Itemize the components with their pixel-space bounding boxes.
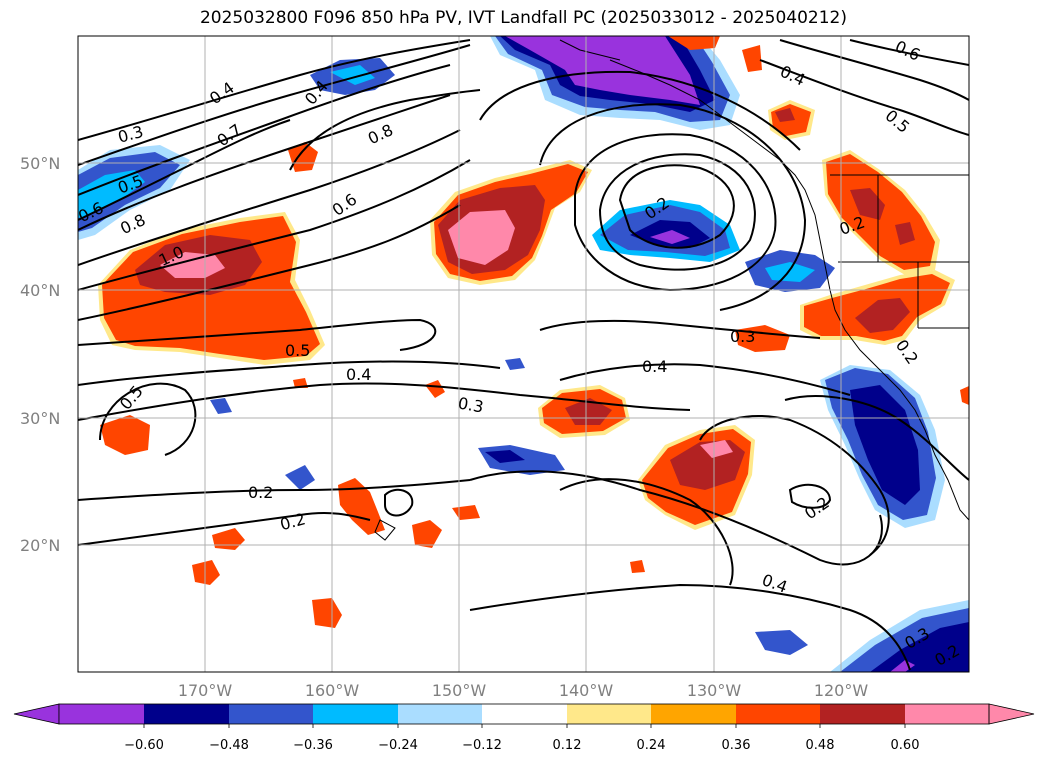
negative-anomaly-baja <box>820 365 945 528</box>
colorbar-segment <box>313 704 398 724</box>
colorbar-segment <box>905 704 989 724</box>
colorbar-tick-label: −0.48 <box>209 738 249 753</box>
lat-label-50n: 50°N <box>20 154 60 173</box>
lon-label-170w: 170°W <box>178 681 233 700</box>
negative-anomaly-coastal-oregon-core <box>765 262 815 282</box>
negative-anomaly-subtropic-3 <box>505 358 525 370</box>
longitude-labels: 170°W 160°W 150°W 140°W 130°W 120°W <box>178 681 869 700</box>
map-border <box>77 35 970 673</box>
colorbar-tick-label: −0.24 <box>378 738 418 753</box>
colorbar-segment <box>229 704 313 724</box>
lat-label-20n: 20°N <box>20 536 60 555</box>
positive-anomaly-central-north <box>430 160 592 285</box>
colorbar-segment <box>820 704 905 724</box>
colorbar-tick-label: −0.60 <box>124 738 164 753</box>
colorbar-segment <box>736 704 820 724</box>
colorbar-right-extension <box>988 703 1035 725</box>
colorbar-tick-label: 0.24 <box>637 738 666 753</box>
contour-label: 0.3 <box>730 327 755 346</box>
colorbar-tick-label: 0.48 <box>806 738 835 753</box>
colorbar-tick-label: −0.36 <box>293 738 333 753</box>
positive-anomaly-south-central <box>638 425 755 530</box>
colorbar: −0.60 −0.48 −0.36 −0.24 −0.12 0.12 0.24 … <box>13 703 1035 753</box>
colorbar-tick-label: 0.12 <box>553 738 582 753</box>
lat-label-30n: 30°N <box>20 409 60 428</box>
latitude-labels: 50°N 40°N 30°N 20°N <box>20 154 60 555</box>
positive-anomaly-west-pacific <box>98 212 325 365</box>
colorbar-segment <box>651 704 736 724</box>
positive-anomaly-dot-3 <box>630 560 645 573</box>
negative-anomaly-subtropic-2 <box>285 465 315 490</box>
negative-anomaly-alaska <box>490 36 740 130</box>
contour-label: 0.4 <box>346 365 371 384</box>
negative-anomaly-aleutian-core <box>330 65 375 85</box>
negative-anomaly-subtropic-1-core <box>485 450 525 463</box>
positive-anomaly-hawaii-1 <box>338 478 385 535</box>
positive-anomaly-dot-5 <box>960 386 969 405</box>
negative-anomaly-subtropic-4 <box>210 398 232 414</box>
lon-label-130w: 130°W <box>687 681 742 700</box>
colorbar-tick-label: 0.60 <box>891 738 920 753</box>
positive-anomaly-northwest-coast <box>768 100 940 275</box>
negative-anomaly-subtropic-5 <box>755 630 808 655</box>
gridlines <box>78 36 969 672</box>
lon-label-150w: 150°W <box>432 681 487 700</box>
contour-label: 0.2 <box>248 483 273 502</box>
colorbar-segment <box>144 704 229 724</box>
colorbar-left-extension <box>13 703 60 725</box>
lon-label-120w: 120°W <box>814 681 869 700</box>
negative-anomaly-southeast <box>830 600 969 672</box>
positive-anomaly-hawaii-2 <box>412 520 442 548</box>
positive-anomaly-dot-1 <box>288 142 318 172</box>
colorbar-border <box>58 703 990 725</box>
positive-anomaly-dot-2 <box>425 380 445 398</box>
contour-label: 0.3 <box>457 393 485 416</box>
positive-anomaly-north-edge-2 <box>742 45 762 72</box>
colorbar-ticks <box>143 724 906 728</box>
contour-label: 0.4 <box>642 357 667 376</box>
colorbar-segment <box>59 704 144 724</box>
map-title: 2025032800 F096 850 hPa PV, IVT Landfall… <box>199 8 847 28</box>
lat-label-40n: 40°N <box>20 281 60 300</box>
positive-anomaly-west-4 <box>312 598 342 628</box>
lon-label-160w: 160°W <box>305 681 360 700</box>
pv-contours <box>78 39 969 671</box>
negative-anomaly-north-pacific-low <box>592 200 740 262</box>
positive-anomaly-north-edge <box>668 36 720 50</box>
lon-label-140w: 140°W <box>559 681 614 700</box>
colorbar-segment <box>482 704 567 724</box>
colorbar-segment <box>398 704 482 724</box>
colorbar-tick-label: 0.36 <box>722 738 751 753</box>
contour-label: 0.5 <box>285 341 310 360</box>
colorbar-tick-label: −0.12 <box>462 738 502 753</box>
positive-anomaly-west-3 <box>192 560 220 585</box>
positive-anomaly-west-1 <box>100 415 150 455</box>
colorbar-segment <box>567 704 651 724</box>
